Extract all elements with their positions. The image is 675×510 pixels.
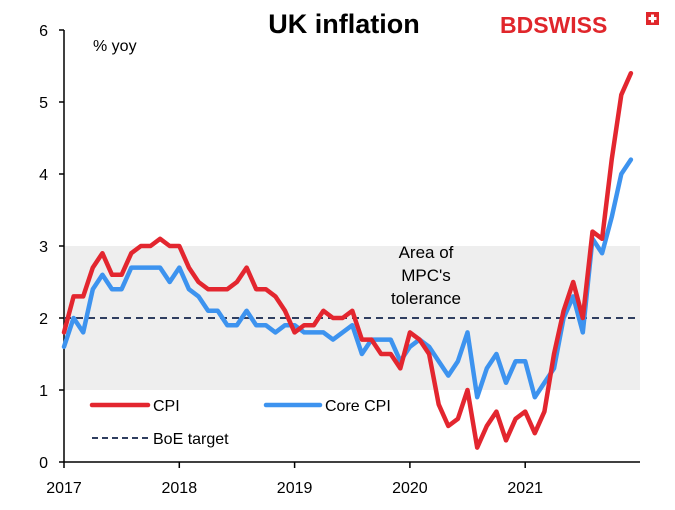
y-tick-label: 3 — [39, 239, 48, 256]
y-tick-label: 4 — [39, 167, 48, 184]
cpi-line — [61, 70, 634, 450]
chart-title: UK inflation — [268, 9, 419, 39]
legend: CPI Core CPI BoE target — [89, 398, 391, 448]
legend-label-core-cpi: Core CPI — [325, 398, 391, 415]
logo-plus-icon — [646, 12, 659, 25]
x-tick-label: 2021 — [507, 480, 543, 497]
y-tick-label: 1 — [39, 383, 48, 400]
band-label-line-2: MPC's — [401, 266, 451, 285]
y-tick-label: 6 — [39, 23, 48, 40]
x-tick-label: 2020 — [392, 480, 428, 497]
band-label-line-1: Area of — [399, 243, 454, 262]
core-cpi-line — [61, 157, 634, 400]
y-tick-label: 0 — [39, 455, 48, 472]
y-tick-label: 2 — [39, 311, 48, 328]
band-label-line-3: tolerance — [391, 289, 461, 308]
y-axis-label: % yoy — [93, 38, 137, 55]
x-ticks: 2017 2018 2019 2020 2021 — [46, 462, 543, 497]
bdswiss-logo: BDSWISS — [500, 12, 659, 38]
x-tick-label: 2017 — [46, 480, 82, 497]
x-tick-label: 2018 — [162, 480, 198, 497]
y-ticks: 0 1 2 3 4 5 6 — [39, 23, 64, 472]
y-tick-label: 5 — [39, 95, 48, 112]
legend-label-target: BoE target — [153, 431, 229, 448]
x-tick-label: 2019 — [277, 480, 313, 497]
logo-text: BDSWISS — [500, 12, 607, 38]
legend-label-cpi: CPI — [153, 398, 180, 415]
